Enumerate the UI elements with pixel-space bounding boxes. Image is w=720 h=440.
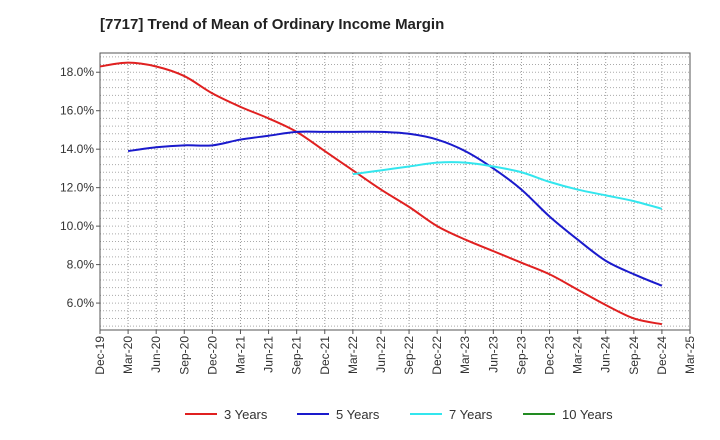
x-tick-label: Mar-23 (458, 336, 472, 374)
x-tick-label: Mar-20 (121, 336, 135, 374)
y-tick-label: 14.0% (60, 142, 94, 156)
y-tick-label: 16.0% (60, 104, 94, 118)
series-line-3-years (99, 61, 663, 326)
x-tick-label: Jun-23 (486, 336, 500, 373)
x-tick-label: Sep-24 (627, 336, 641, 375)
series-line-5-years (127, 130, 663, 287)
y-tick-label: 6.0% (67, 296, 95, 310)
series-line-7-years (352, 161, 663, 210)
x-tick-label: Sep-20 (177, 336, 191, 375)
legend-label-3-years: 3 Years (224, 407, 268, 422)
x-tick-label: Mar-24 (571, 336, 585, 374)
legend-label-7-years: 7 Years (449, 407, 493, 422)
x-tick-label: Jun-20 (149, 336, 163, 373)
legend-label-10-years: 10 Years (562, 407, 613, 422)
y-tick-label: 10.0% (60, 219, 94, 233)
y-tick-label: 12.0% (60, 181, 94, 195)
x-tick-label: Jun-21 (262, 336, 276, 373)
series-lines (99, 61, 663, 326)
grid-lines (100, 53, 690, 330)
x-tick-label: Dec-21 (318, 336, 332, 375)
x-tick-label: Mar-25 (683, 336, 697, 374)
x-tick-label: Dec-24 (655, 336, 669, 375)
x-tick-label: Mar-21 (233, 336, 247, 374)
x-tick-label: Sep-21 (290, 336, 304, 375)
x-axis-ticks: Dec-19 Mar-20 Jun-20 Sep-20 Dec-20 Mar-21 Jun-… (93, 330, 697, 375)
x-tick-label: Dec-20 (205, 336, 219, 375)
y-tick-label: 18.0% (60, 65, 94, 79)
x-tick-label: Dec-19 (93, 336, 107, 375)
y-axis-ticks: 6.0% 8.0% 10.0% 12.0% 14.0% 16.0% 18.0% (60, 65, 100, 310)
chart-title: [7717] Trend of Mean of Ordinary Income … (100, 16, 445, 33)
legend-label-5-years: 5 Years (336, 407, 380, 422)
x-tick-label: Dec-23 (543, 336, 557, 375)
x-tick-label: Mar-22 (346, 336, 360, 374)
x-tick-label: Jun-22 (374, 336, 388, 373)
x-tick-label: Sep-22 (402, 336, 416, 375)
x-tick-label: Dec-22 (430, 336, 444, 375)
y-tick-label: 8.0% (67, 258, 95, 272)
plot-frame (99, 52, 691, 331)
legend: 3 Years 5 Years 7 Years 10 Years (185, 407, 613, 422)
x-tick-label: Jun-24 (599, 336, 613, 373)
x-tick-label: Sep-23 (514, 336, 528, 375)
